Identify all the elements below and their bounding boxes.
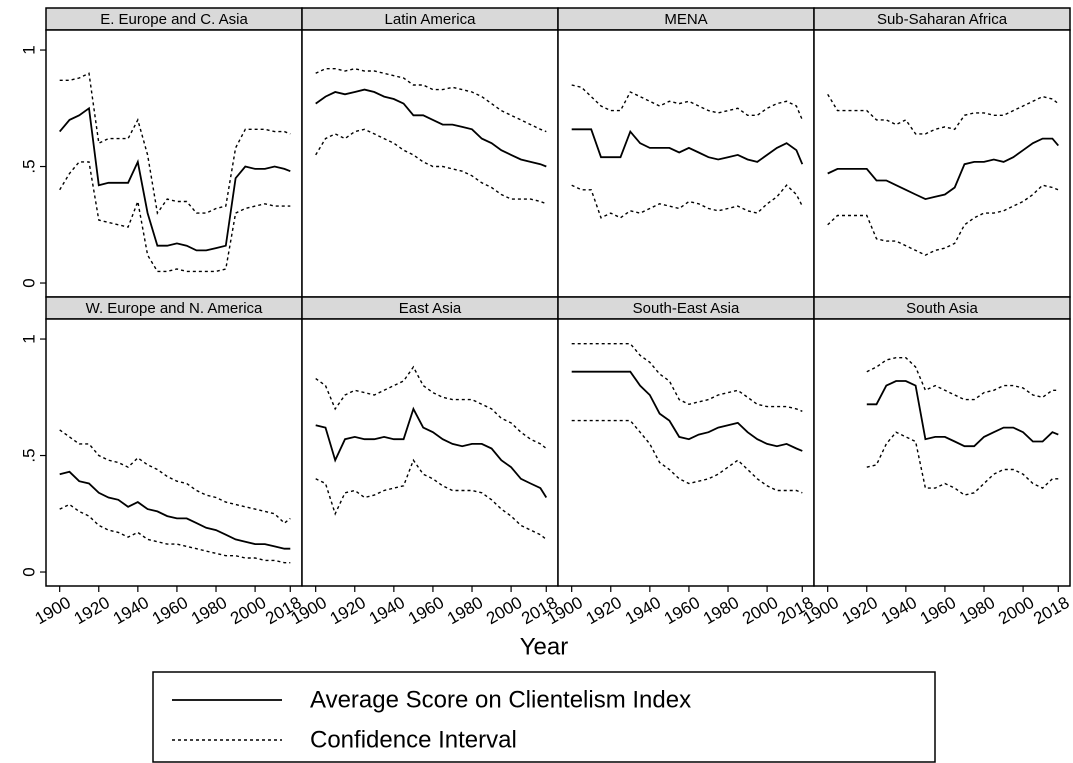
panel-frame [45,29,303,298]
x-tick-label: 1960 [661,593,703,628]
series-line [571,343,803,412]
series-line [315,88,547,168]
y-tick-label: 0 [19,278,38,287]
x-tick-label: 1980 [188,593,230,628]
x-tick-label: 1940 [366,593,408,628]
panel-frame [557,318,815,587]
series-line [59,161,291,273]
x-tick-label: 1940 [622,593,664,628]
series-line [866,380,1059,448]
x-tick-label: 1980 [444,593,486,628]
legend-box [152,671,936,763]
y-tick-label: 0 [19,567,38,576]
series-line [59,470,291,550]
series-line [571,128,804,165]
series-line [59,72,291,215]
panel-title: Sub-Saharan Africa [877,11,1008,28]
y-tick-label: 1 [19,45,38,54]
series-line [571,184,803,219]
panel-frame [813,318,1071,587]
x-tick-label: 1920 [71,593,113,628]
x-tick-label: 1920 [327,593,369,628]
legend-label: Average Score on Clientelism Index [310,686,691,713]
x-tick-label: 1940 [110,593,152,628]
series-line [59,106,291,252]
panel-title: E. Europe and C. Asia [100,11,248,28]
panel-frame [557,29,815,298]
panel-title: MENA [664,11,707,28]
panel-title: South Asia [906,300,978,317]
series-line [315,128,547,205]
series-line [59,429,291,525]
series-line [315,365,547,450]
legend-label: Confidence Interval [310,726,517,753]
panel-title: East Asia [399,300,462,317]
x-tick-label: 1920 [839,593,881,628]
series-line [827,93,1059,135]
panel-title: Latin America [385,11,477,28]
panel-title: South-East Asia [633,300,740,317]
x-tick-label: 1980 [956,593,998,628]
y-tick-label: .5 [19,159,38,173]
panel-title: W. Europe and N. America [86,300,263,317]
panel-frame [301,318,559,587]
x-tick-label: 1940 [878,593,920,628]
x-axis-label: Year [520,633,569,660]
series-line [571,370,803,452]
x-tick-label: 1900 [32,593,74,628]
series-line [827,184,1059,256]
series-line [315,406,548,498]
series-line [827,137,1059,201]
panel-frame [301,29,559,298]
x-tick-label: 1960 [405,593,447,628]
y-tick-label: .5 [19,448,38,462]
x-tick-label: 1980 [700,593,742,628]
x-tick-label: 1960 [917,593,959,628]
panel-frame [813,29,1071,298]
series-line [571,419,803,494]
series-line [866,357,1059,401]
y-tick-label: 1 [19,334,38,343]
x-tick-label: 1960 [149,593,191,628]
panel-frame [45,318,303,587]
series-line [59,503,291,564]
x-tick-label: 2018 [1030,593,1072,628]
x-tick-label: 1920 [583,593,625,628]
